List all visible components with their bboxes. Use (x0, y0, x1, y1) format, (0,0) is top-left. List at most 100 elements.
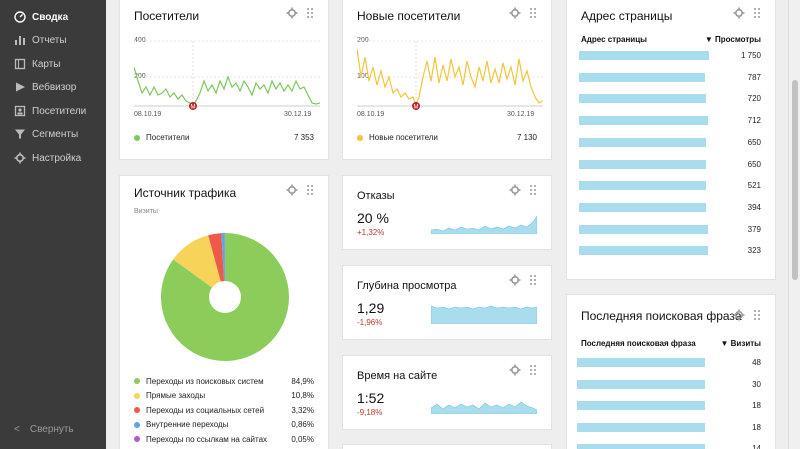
sidebar-item-webvisor[interactable]: Вебвизор (0, 76, 106, 98)
new-visitors-series-line (357, 48, 543, 107)
table-row-bar[interactable] (577, 401, 705, 410)
table-row-value: 650 (747, 137, 761, 147)
legend-label: Посетители (146, 133, 190, 142)
legend-dot (134, 134, 140, 141)
table-row-bar[interactable] (579, 224, 708, 234)
sidebar-item-label: Настройка (32, 152, 82, 164)
drag-handle-icon[interactable] (527, 184, 539, 196)
legend-label: Прямые заходы (146, 391, 206, 400)
gear-icon[interactable] (733, 7, 745, 19)
table-row-value: 18 (752, 401, 761, 410)
column-header-views[interactable]: ▼ Просмотры (704, 35, 761, 44)
page-scrollbar[interactable] (788, 0, 800, 449)
drag-handle-icon[interactable] (527, 274, 539, 286)
legend-value: 0,05% (291, 434, 314, 444)
gear-icon[interactable] (509, 364, 521, 376)
metric-value: 1,29 (357, 300, 385, 316)
metric-change: +1,32% (357, 228, 385, 237)
drag-handle-icon[interactable] (751, 7, 763, 19)
sidebar-item-visitors[interactable]: Посетители (0, 100, 106, 122)
legend-value: 0,86% (291, 420, 314, 429)
table-row-value: 394 (747, 202, 761, 212)
table-row-bar[interactable] (577, 422, 705, 432)
map-icon (14, 58, 26, 70)
x-end-label: 30.12.19 (284, 111, 312, 118)
x-start-label: 08.10.19 (357, 111, 385, 118)
legend-item: Новые посетители (357, 133, 438, 142)
sidebar-item-segments[interactable]: Сегменты (0, 123, 106, 145)
drag-handle-icon[interactable] (751, 309, 763, 321)
column-header-phrase[interactable]: Последняя поисковая фраза (581, 339, 696, 348)
pie-slice[interactable] (173, 235, 225, 297)
widget-tools (733, 309, 763, 321)
table-row-bar[interactable] (577, 358, 705, 367)
gear-icon[interactable] (509, 7, 521, 19)
marker-pin[interactable] (189, 102, 197, 110)
table-row-bar[interactable] (579, 94, 707, 104)
traffic-legend-item[interactable]: Прямые заходы 10,8% (134, 390, 314, 402)
drag-handle-icon[interactable] (527, 364, 539, 376)
gear-icon[interactable] (286, 184, 298, 196)
sidebar-item-maps[interactable]: Карты (0, 53, 106, 75)
marker-pin[interactable] (412, 102, 420, 110)
legend-value: 7 353 (293, 133, 314, 142)
legend-dot (134, 436, 140, 442)
widget-title: Посетители (134, 9, 200, 23)
column-header-page[interactable]: Адрес страницы (581, 35, 647, 44)
sidebar-item-settings[interactable]: Настройка (0, 147, 106, 169)
traffic-legend-item[interactable]: Внутренние переходы 0,86% (134, 419, 314, 431)
table-row-bar[interactable] (579, 137, 707, 147)
time-sparkline (431, 401, 537, 414)
pie-slice[interactable] (208, 233, 225, 297)
table-row-bar[interactable] (579, 202, 707, 212)
table-row-bar[interactable] (579, 181, 707, 191)
table-row-value: 30 (752, 379, 761, 389)
widget-subtitle: Визиты (134, 208, 158, 215)
sidebar-item-summary[interactable]: Сводка (0, 6, 106, 28)
legend-value: 10,8% (291, 391, 314, 400)
table-row-bar[interactable] (579, 51, 709, 60)
widget-tools (286, 7, 316, 19)
metric-value: 20 % (357, 210, 389, 226)
x-start-label: 08.10.19 (134, 111, 162, 118)
gear-icon[interactable] (509, 184, 521, 196)
drag-handle-icon[interactable] (527, 7, 539, 19)
sidebar-item-label: Сегменты (32, 128, 79, 140)
next-widget-partial (342, 444, 552, 449)
legend-item: Посетители (134, 133, 189, 142)
table-row-value: 787 (747, 72, 761, 82)
table-row-value: 48 (752, 358, 761, 367)
drag-handle-icon[interactable] (304, 7, 316, 19)
legend-dot (134, 407, 140, 413)
column-header-visits[interactable]: ▼ Визиты (720, 339, 761, 348)
sidebar-item-label: Отчеты (32, 34, 67, 46)
sidebar-item-label: Посетители (32, 105, 87, 117)
traffic-donut-chart (161, 233, 289, 361)
table-row-bar[interactable] (579, 116, 708, 126)
chevron-left-icon: < (14, 424, 20, 435)
users-icon (14, 105, 26, 117)
gear-icon[interactable] (509, 274, 521, 286)
scrollbar-thumb[interactable] (792, 80, 798, 280)
collapse-sidebar-button[interactable]: < Свернуть (14, 424, 74, 435)
sidebar-item-reports[interactable]: Отчеты (0, 29, 106, 51)
pie-slice[interactable] (221, 233, 225, 297)
table-row-bar[interactable] (579, 159, 707, 169)
gear-icon[interactable] (733, 309, 745, 321)
legend-value: 84,9% (291, 376, 314, 386)
table-row-value: 323 (747, 246, 761, 256)
table-row-bar[interactable] (579, 246, 708, 256)
traffic-legend-item[interactable]: Переходы из социальных сетей 3,32% (134, 404, 314, 416)
metric-change: -1,96% (357, 318, 383, 327)
legend-label: Переходы по ссылкам на сайтах (146, 434, 268, 444)
table-row-bar[interactable] (579, 72, 706, 82)
traffic-legend-item[interactable]: Переходы из поисковых систем 84,9% (134, 375, 314, 387)
gear-icon[interactable] (286, 7, 298, 19)
sidebar-item-label: Сводка (32, 11, 69, 23)
gear-icon (14, 152, 26, 164)
table-row-bar[interactable] (577, 444, 705, 449)
table-row-bar[interactable] (577, 379, 705, 389)
traffic-legend-item[interactable]: Переходы по ссылкам на сайтах 0,05% (134, 433, 314, 445)
search-phrase-widget: Последняя поисковая фраза Последняя поис… (566, 294, 776, 449)
drag-handle-icon[interactable] (304, 184, 316, 196)
